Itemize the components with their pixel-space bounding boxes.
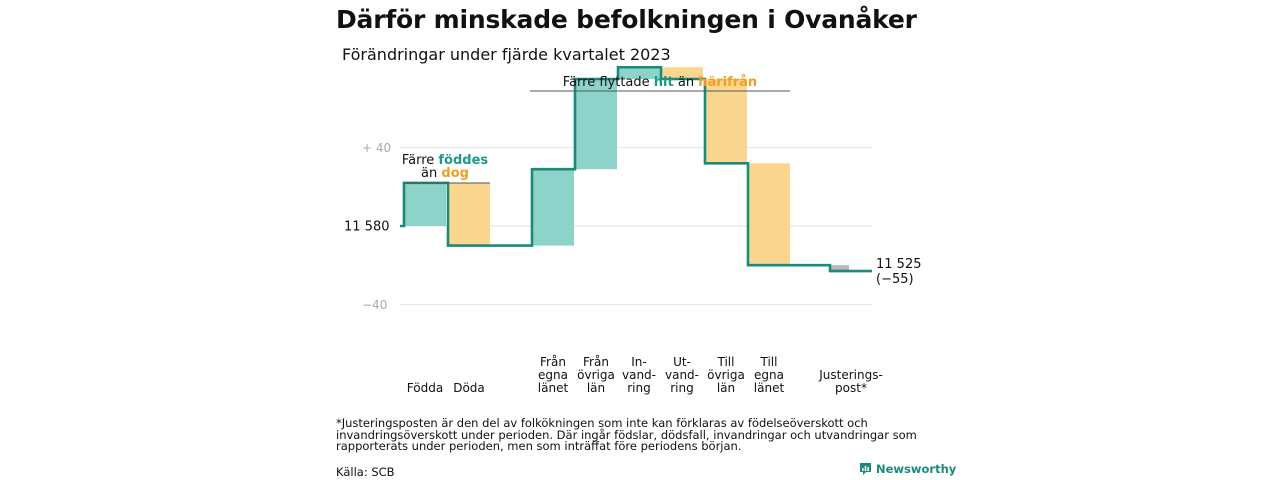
- annotation-part: än: [674, 75, 698, 90]
- end-value-label: 11 525: [876, 257, 922, 272]
- running-total-line: [400, 65, 872, 273]
- bar-in: [532, 169, 574, 246]
- start-value-label: 11 580: [344, 220, 390, 235]
- x-category-label: Från: [540, 355, 566, 369]
- annotation-part: hit: [654, 75, 674, 90]
- annotation-part: än: [421, 166, 441, 181]
- x-category-label: Till: [760, 355, 778, 369]
- bar-out: [748, 163, 790, 266]
- x-category-label: Döda: [453, 381, 485, 395]
- annotation-births-deaths-line2: än dog: [421, 166, 469, 181]
- x-category-label: In-: [631, 355, 646, 369]
- x-category-label: län: [587, 381, 605, 395]
- annotation-part: Färre flyttade: [563, 75, 654, 90]
- x-category-label: län: [717, 381, 735, 395]
- x-category-label: egna: [538, 368, 568, 382]
- chart-subtitle: Förändringar under fjärde kvartalet 2023: [342, 45, 671, 64]
- x-category-label: Från: [583, 355, 609, 369]
- bar-out: [448, 182, 490, 246]
- x-category-label: Ut-: [673, 355, 691, 369]
- x-category-label: Till: [717, 355, 735, 369]
- source-label: Källa: SCB: [336, 465, 395, 479]
- bar-in: [575, 79, 617, 170]
- bar-out: [661, 67, 703, 79]
- chart-title: Därför minskade befolkningen i Ovanåker: [336, 5, 917, 34]
- x-category-label: Födda: [407, 381, 443, 395]
- bar-adjustment: [830, 265, 849, 272]
- annotation-part: föddes: [438, 153, 488, 168]
- x-category-label: ring: [627, 381, 651, 395]
- y-tick-label: −40: [362, 298, 387, 312]
- footnote: *Justeringsposten är den del av folkökni…: [336, 416, 917, 453]
- x-category-label: ring: [670, 381, 694, 395]
- x-category-label: egna: [754, 368, 784, 382]
- annotation-part: Färre: [402, 153, 439, 168]
- annotation-part: dog: [441, 166, 469, 181]
- end-value-label: (−55): [876, 272, 914, 287]
- brand: Newsworthy: [859, 462, 956, 476]
- x-category-label: post*: [835, 381, 867, 395]
- annotation-births-deaths: Färre föddes: [402, 153, 489, 168]
- x-category-label: vand-: [665, 368, 699, 382]
- bar-in: [404, 182, 446, 226]
- x-category-label: övriga: [577, 368, 615, 382]
- annotation-part: härifrån: [698, 75, 757, 90]
- x-category-label: länet: [538, 381, 569, 395]
- x-category-label: länet: [754, 381, 785, 395]
- bar-out: [705, 79, 747, 164]
- x-category-label: Justerings-: [818, 368, 883, 382]
- y-tick-label: + 40: [362, 141, 391, 155]
- brand-name: Newsworthy: [876, 462, 957, 476]
- annotation-migration: Färre flyttade hit än härifrån: [563, 75, 757, 90]
- x-category-label: vand-: [622, 368, 656, 382]
- x-category-label: övriga: [707, 368, 745, 382]
- bar-in: [618, 67, 660, 79]
- newsworthy-logo-icon: [860, 463, 871, 475]
